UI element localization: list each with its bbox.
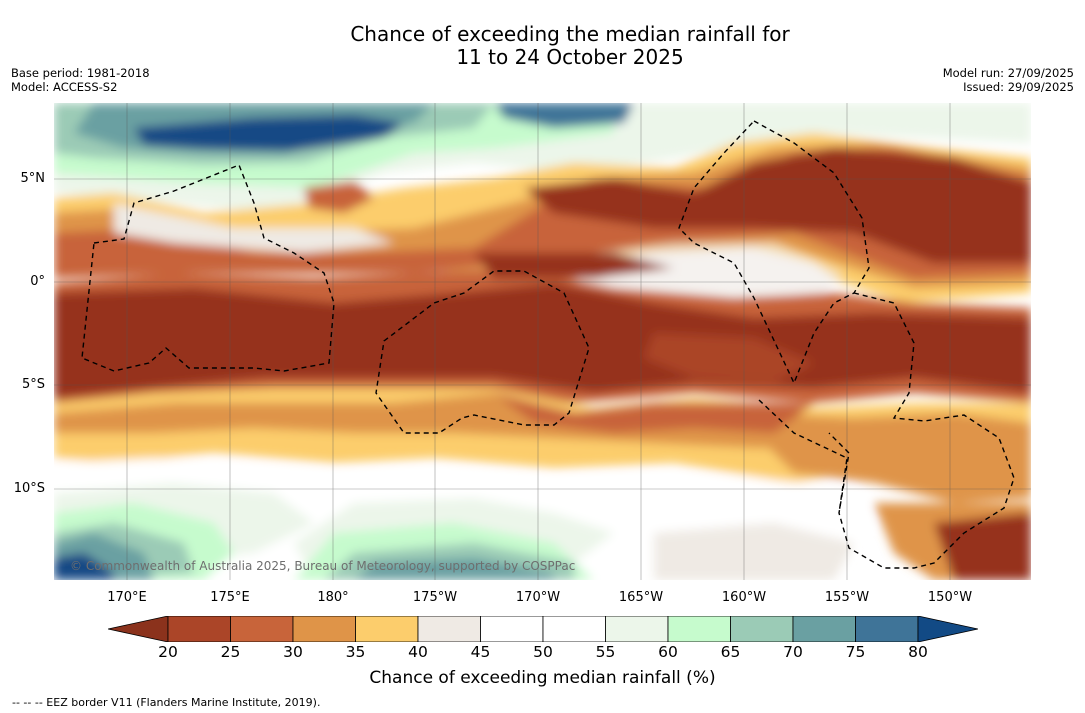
lon-label-170w: 170°W [515,590,561,605]
colorbar-tick-60: 60 [658,643,678,661]
rainfall-map [54,103,1031,580]
lat-label-5n: 5°N [20,171,46,186]
lon-label-180: 180° [317,590,349,605]
colorbar-50-55 [542,616,606,642]
map-gridlines [54,103,1031,580]
colorbar-tick-45: 45 [470,643,491,661]
colorbar-tick-30: 30 [283,643,303,661]
colorbar-75-80 [855,616,919,642]
lat-label-10s: 10°S [13,481,45,496]
colorbar-below-20 [108,616,169,642]
lon-label-175w: 175°W [412,590,458,605]
colorbar-25-30 [230,616,294,642]
lon-label-175e: 175°E [210,590,250,605]
colorbar-tick-35: 35 [345,643,366,661]
colorbar-30-35 [292,616,356,642]
colorbar-tick-20: 20 [158,643,178,661]
colorbar-20-25 [167,616,231,642]
meta-left: Base period: 1981-2018 Model: ACCESS-S2 [11,66,150,94]
colorbar-70-75 [792,616,856,642]
model-text: Model: ACCESS-S2 [11,80,118,94]
chart-title-line2: 11 to 24 October 2025 [456,45,684,69]
colorbar-tick-70: 70 [783,643,803,661]
colorbar-tick-65: 65 [720,643,741,661]
colorbar-65-70 [730,616,794,642]
copyright-text: © Commonwealth of Australia 2025, Bureau… [70,559,576,573]
lon-label-170e: 170°E [107,590,147,605]
colorbar-45-50 [480,616,544,642]
colorbar-35-40 [355,616,419,642]
colorbar-55-60 [605,616,669,642]
colorbar-40-45 [417,616,481,642]
model-run-text: Model run: 27/09/2025 [942,66,1074,80]
eez-borders [81,120,1015,569]
lon-label-155w: 155°W [824,590,870,605]
colorbar-tick-80: 80 [908,643,928,661]
colorbar-tick-50: 50 [533,643,553,661]
probability-field [54,103,1031,580]
lon-label-160w: 160°W [721,590,767,605]
lon-label-150w: 150°W [927,590,973,605]
lat-label-5s: 5°S [21,377,45,392]
colorbar [108,616,978,642]
meta-right: Model run: 27/09/2025 Issued: 29/09/2025 [943,66,1074,94]
lat-label-0: 0° [30,274,45,289]
eez-legend-note: -- -- -- EEZ border V11 (Flanders Marine… [12,696,321,709]
chart-title: Chance of exceeding the median rainfall … [0,23,1085,69]
colorbar-above-80 [917,616,978,642]
chart-title-line1: Chance of exceeding the median rainfall … [350,22,790,46]
issued-text: Issued: 29/09/2025 [963,80,1074,94]
colorbar-tick-55: 55 [595,643,616,661]
colorbar-60-65 [667,616,731,642]
colorbar-tick-40: 40 [408,643,428,661]
colorbar-label: Chance of exceeding median rainfall (%) [369,668,716,688]
lon-label-165w: 165°W [618,590,664,605]
colorbar-tick-75: 75 [845,643,866,661]
colorbar-tick-25: 25 [220,643,241,661]
base-period-text: Base period: 1981-2018 [11,66,150,80]
